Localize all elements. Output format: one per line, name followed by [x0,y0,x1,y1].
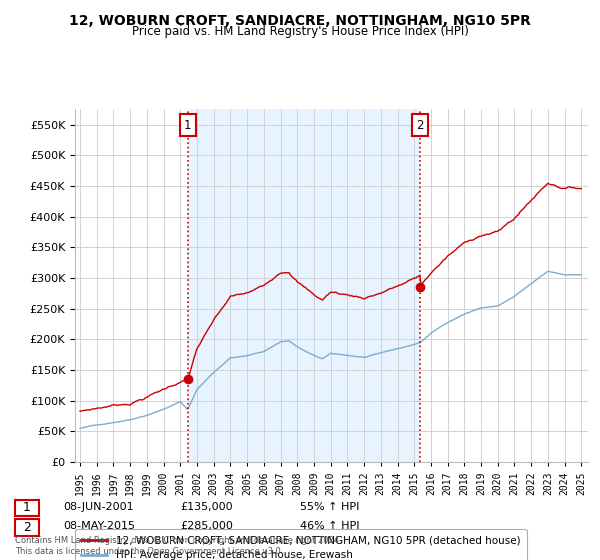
Legend: 12, WOBURN CROFT, SANDIACRE, NOTTINGHAM, NG10 5PR (detached house), HPI: Average: 12, WOBURN CROFT, SANDIACRE, NOTTINGHAM,… [75,529,527,560]
Bar [188,109,420,462]
Text: 08-MAY-2015: 08-MAY-2015 [63,521,135,531]
Text: 1: 1 [184,119,191,132]
Text: 2: 2 [416,119,424,132]
Text: £135,000: £135,000 [180,502,233,512]
Text: 08-JUN-2001: 08-JUN-2001 [63,502,134,512]
Text: 2: 2 [23,521,31,534]
Text: Contains HM Land Registry data © Crown copyright and database right 2024.
This d: Contains HM Land Registry data © Crown c… [15,536,341,556]
Text: £285,000: £285,000 [180,521,233,531]
Text: 12, WOBURN CROFT, SANDIACRE, NOTTINGHAM, NG10 5PR: 12, WOBURN CROFT, SANDIACRE, NOTTINGHAM,… [69,14,531,28]
Text: 46% ↑ HPI: 46% ↑ HPI [300,521,359,531]
Text: 1: 1 [23,501,31,515]
Text: 55% ↑ HPI: 55% ↑ HPI [300,502,359,512]
Text: Price paid vs. HM Land Registry's House Price Index (HPI): Price paid vs. HM Land Registry's House … [131,25,469,38]
